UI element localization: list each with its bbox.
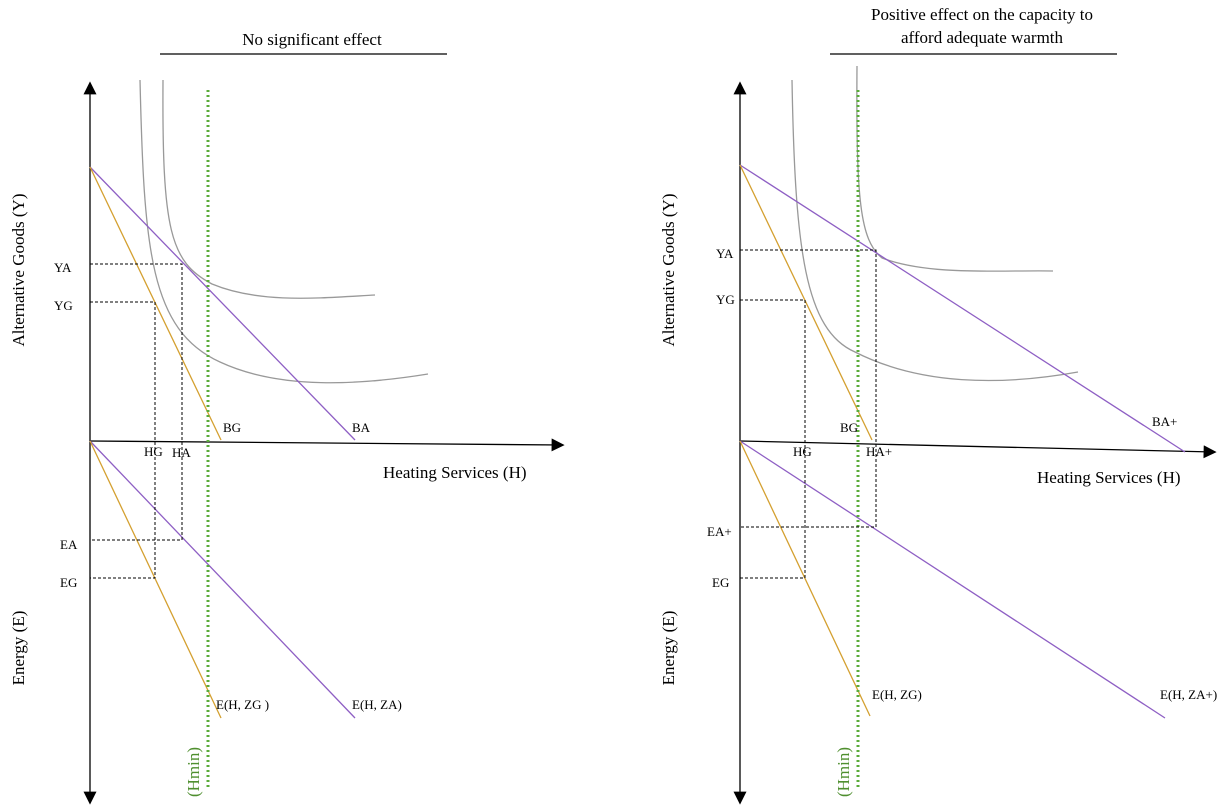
label: HA bbox=[172, 445, 191, 460]
energy-line bbox=[89, 440, 356, 719]
y-axis-label: Alternative Goods (Y) bbox=[659, 194, 678, 347]
energy-line bbox=[739, 440, 1166, 719]
energy-line bbox=[739, 440, 871, 717]
left-panel: No significant effect YA YG BG BA HG HA … bbox=[9, 30, 565, 805]
x-axis-label: Heating Services (H) bbox=[1037, 468, 1181, 487]
hmin-label: (Hmin) bbox=[834, 747, 853, 797]
guide bbox=[90, 263, 183, 541]
indifference-curve bbox=[139, 79, 429, 384]
y-axis-label: Alternative Goods (Y) bbox=[9, 194, 28, 347]
x-axis bbox=[89, 438, 565, 452]
panel-title: Positive effect on the capacity to bbox=[871, 5, 1093, 24]
guide bbox=[90, 301, 156, 579]
label: E(H, ZG ) bbox=[216, 697, 269, 712]
label: E(H, ZA) bbox=[352, 697, 402, 712]
label: EA bbox=[60, 537, 78, 552]
label: EG bbox=[60, 575, 77, 590]
energy-line bbox=[89, 440, 222, 719]
label: HG bbox=[793, 444, 812, 459]
label: BG bbox=[223, 420, 241, 435]
label: YA bbox=[716, 246, 734, 261]
label: HG bbox=[144, 444, 163, 459]
x-axis bbox=[739, 440, 1217, 459]
right-panel: Positive effect on the capacity to affor… bbox=[659, 5, 1217, 805]
guide bbox=[740, 249, 877, 528]
budget-line bbox=[739, 164, 1186, 453]
label: YG bbox=[716, 292, 735, 307]
label: BG bbox=[840, 420, 858, 435]
label: EG bbox=[712, 575, 729, 590]
indifference-curve bbox=[856, 65, 1054, 272]
panel-title: afford adequate warmth bbox=[901, 28, 1064, 47]
x-axis-label: Heating Services (H) bbox=[383, 463, 527, 482]
label: BA bbox=[352, 420, 371, 435]
panel-title: No significant effect bbox=[242, 30, 382, 49]
label: BA+ bbox=[1152, 414, 1177, 429]
indifference-curve bbox=[162, 79, 376, 299]
energy-axis-label: Energy (E) bbox=[9, 611, 28, 686]
label: EA+ bbox=[707, 524, 732, 539]
indifference-curve bbox=[791, 79, 1079, 382]
label: E(H, ZA+) bbox=[1160, 687, 1217, 702]
energy-axis-label: Energy (E) bbox=[659, 611, 678, 686]
label: E(H, ZG) bbox=[872, 687, 922, 702]
label: YG bbox=[54, 298, 73, 313]
budget-line bbox=[739, 164, 873, 441]
label: YA bbox=[54, 260, 72, 275]
budget-line bbox=[89, 166, 356, 441]
label: HA+ bbox=[866, 444, 892, 459]
guide bbox=[740, 299, 806, 579]
hmin-label: (Hmin) bbox=[184, 747, 203, 797]
